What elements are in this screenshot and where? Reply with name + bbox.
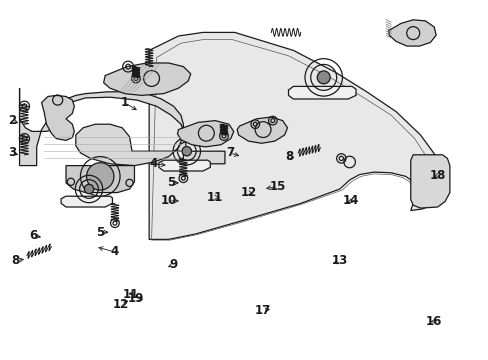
- Text: 8: 8: [12, 255, 20, 267]
- Circle shape: [182, 147, 191, 156]
- Text: 17: 17: [254, 304, 271, 317]
- Polygon shape: [288, 86, 355, 99]
- Text: 3: 3: [8, 147, 16, 159]
- Text: 4: 4: [111, 246, 119, 258]
- Text: 5: 5: [96, 226, 104, 239]
- Text: 4: 4: [150, 157, 158, 170]
- Text: 16: 16: [425, 315, 442, 328]
- Text: 12: 12: [240, 186, 256, 199]
- Text: 18: 18: [428, 169, 445, 182]
- Text: 19: 19: [127, 292, 144, 305]
- Text: 6: 6: [29, 229, 37, 242]
- Text: 11: 11: [122, 288, 139, 301]
- Text: 11: 11: [206, 191, 223, 204]
- Circle shape: [84, 184, 94, 194]
- Text: 14: 14: [342, 194, 359, 207]
- Text: 1: 1: [121, 96, 128, 109]
- Polygon shape: [388, 20, 435, 46]
- Text: 15: 15: [269, 180, 285, 193]
- Polygon shape: [149, 32, 442, 239]
- Polygon shape: [103, 63, 190, 95]
- Text: 8: 8: [285, 150, 293, 163]
- Polygon shape: [177, 121, 233, 147]
- Polygon shape: [66, 166, 134, 193]
- Polygon shape: [41, 95, 74, 140]
- Text: 9: 9: [169, 258, 177, 271]
- Text: 7: 7: [225, 147, 233, 159]
- Text: 5: 5: [167, 176, 175, 189]
- Polygon shape: [237, 117, 287, 143]
- Polygon shape: [61, 196, 112, 207]
- Polygon shape: [20, 88, 224, 166]
- Polygon shape: [410, 155, 449, 208]
- Circle shape: [317, 71, 329, 84]
- Polygon shape: [159, 160, 210, 171]
- Circle shape: [86, 163, 114, 190]
- Text: 2: 2: [8, 114, 16, 127]
- Text: 10: 10: [160, 194, 177, 207]
- Text: 12: 12: [113, 298, 129, 311]
- Text: 13: 13: [331, 255, 347, 267]
